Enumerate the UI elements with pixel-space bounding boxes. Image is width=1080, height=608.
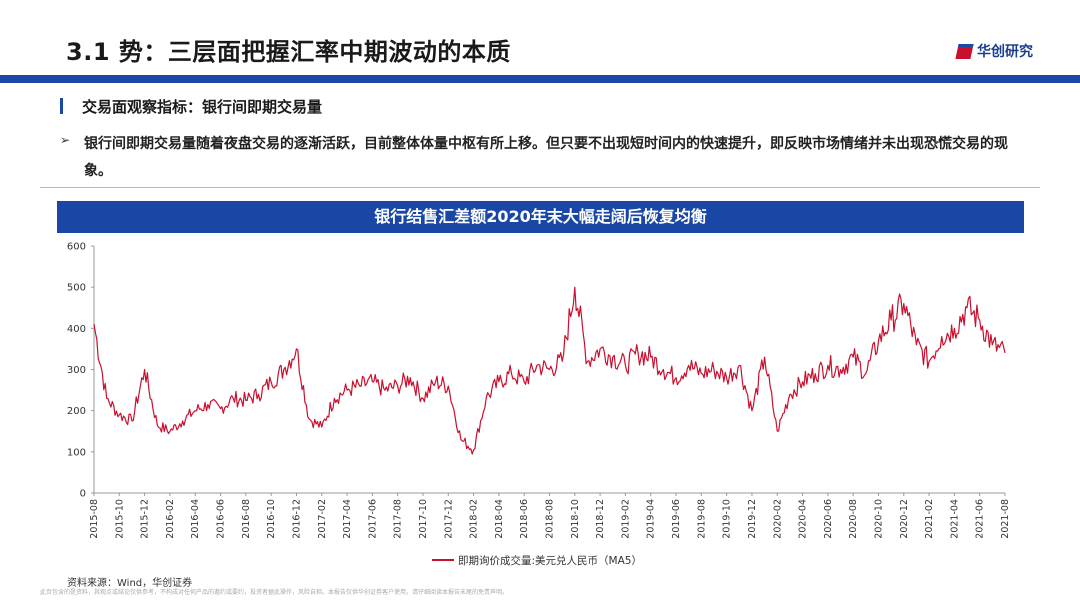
x-tick-label: 2018-12 [595, 499, 606, 539]
x-tick-label: 2015-10 [114, 499, 125, 539]
x-tick-label: 2021-06 [975, 499, 986, 539]
y-tick-label: 600 [67, 242, 86, 253]
x-tick-label: 2017-04 [342, 499, 353, 539]
x-tick-label: 2019-06 [671, 499, 682, 539]
source-note: 资料来源：Wind，华创证券 [67, 578, 193, 589]
x-tick-label: 2016-02 [165, 499, 176, 539]
x-tick-label: 2020-06 [823, 499, 834, 539]
x-tick-label: 2017-06 [367, 499, 378, 539]
x-tick-label: 2020-02 [772, 499, 783, 539]
chart-title-banner: 银行结售汇差额2020年末大幅走阔后恢复均衡 [57, 201, 1024, 233]
section-subtitle: 交易面观察指标：银行间即期交易量 [82, 98, 323, 116]
bullet-text: 银行间即期交易量随着夜盘交易的逐渐活跃，目前整体体量中枢有所上移。但只要不出现短… [84, 136, 1008, 179]
x-tick-label: 2020-08 [848, 499, 859, 539]
y-tick-label: 100 [67, 447, 86, 458]
section-divider [40, 187, 1040, 188]
x-tick-label: 2019-08 [696, 499, 707, 539]
legend-label: 即期询价成交量:美元兑人民币（MA5） [458, 554, 642, 567]
x-tick-label: 2018-08 [545, 499, 556, 539]
brand-logo: 华创研究 [955, 40, 1033, 62]
x-tick-label: 2018-06 [519, 499, 530, 539]
x-tick-label: 2016-10 [266, 499, 277, 539]
x-tick-label: 2016-08 [241, 499, 252, 539]
logo-icon [955, 43, 974, 59]
x-tick-label: 2021-08 [1000, 499, 1011, 539]
x-tick-label: 2017-02 [317, 499, 328, 539]
y-tick-label: 200 [67, 406, 86, 417]
series-line [93, 286, 1006, 455]
x-tick-label: 2020-10 [873, 499, 884, 539]
page-title: 3.1 势：三层面把握汇率中期波动的本质 [66, 38, 511, 66]
x-tick-label: 2019-04 [646, 499, 657, 539]
x-tick-label: 2020-04 [798, 499, 809, 539]
x-tick-label: 2016-06 [216, 499, 227, 539]
x-tick-label: 2018-02 [469, 499, 480, 539]
y-tick-label: 300 [67, 365, 86, 376]
x-tick-label: 2016-04 [190, 499, 201, 539]
y-tick-label: 500 [67, 283, 86, 294]
logo-text: 华创研究 [977, 44, 1033, 60]
x-tick-label: 2015-12 [140, 499, 151, 539]
x-tick-label: 2017-12 [443, 499, 454, 539]
subtitle-accent-bar [60, 98, 63, 114]
header-divider-bar [0, 75, 1080, 83]
x-tick-label: 2021-02 [924, 499, 935, 539]
bullet-arrow-icon: ➢ [60, 133, 71, 147]
x-tick-label: 2016-12 [291, 499, 302, 539]
x-tick-label: 2015-08 [89, 499, 100, 539]
y-tick-label: 400 [67, 324, 86, 335]
x-tick-label: 2017-08 [393, 499, 404, 539]
y-tick-label: 0 [80, 489, 86, 500]
x-tick-label: 2019-12 [747, 499, 758, 539]
x-tick-label: 2019-02 [620, 499, 631, 539]
x-tick-label: 2017-10 [418, 499, 429, 539]
x-tick-label: 2018-04 [494, 499, 505, 539]
x-tick-label: 2019-10 [722, 499, 733, 539]
x-tick-label: 2018-10 [570, 499, 581, 539]
disclaimer-text: 此页包含的是资料，其观点或结论仅供参考，不构成对任何产品的邀约或要约，投资者据此… [40, 589, 509, 596]
x-tick-label: 2020-12 [899, 499, 910, 539]
x-tick-label: 2021-04 [949, 499, 960, 539]
line-chart: 0 100 200 300 400 500 600 2015-08 2015-10 2015-12… [67, 242, 1011, 568]
